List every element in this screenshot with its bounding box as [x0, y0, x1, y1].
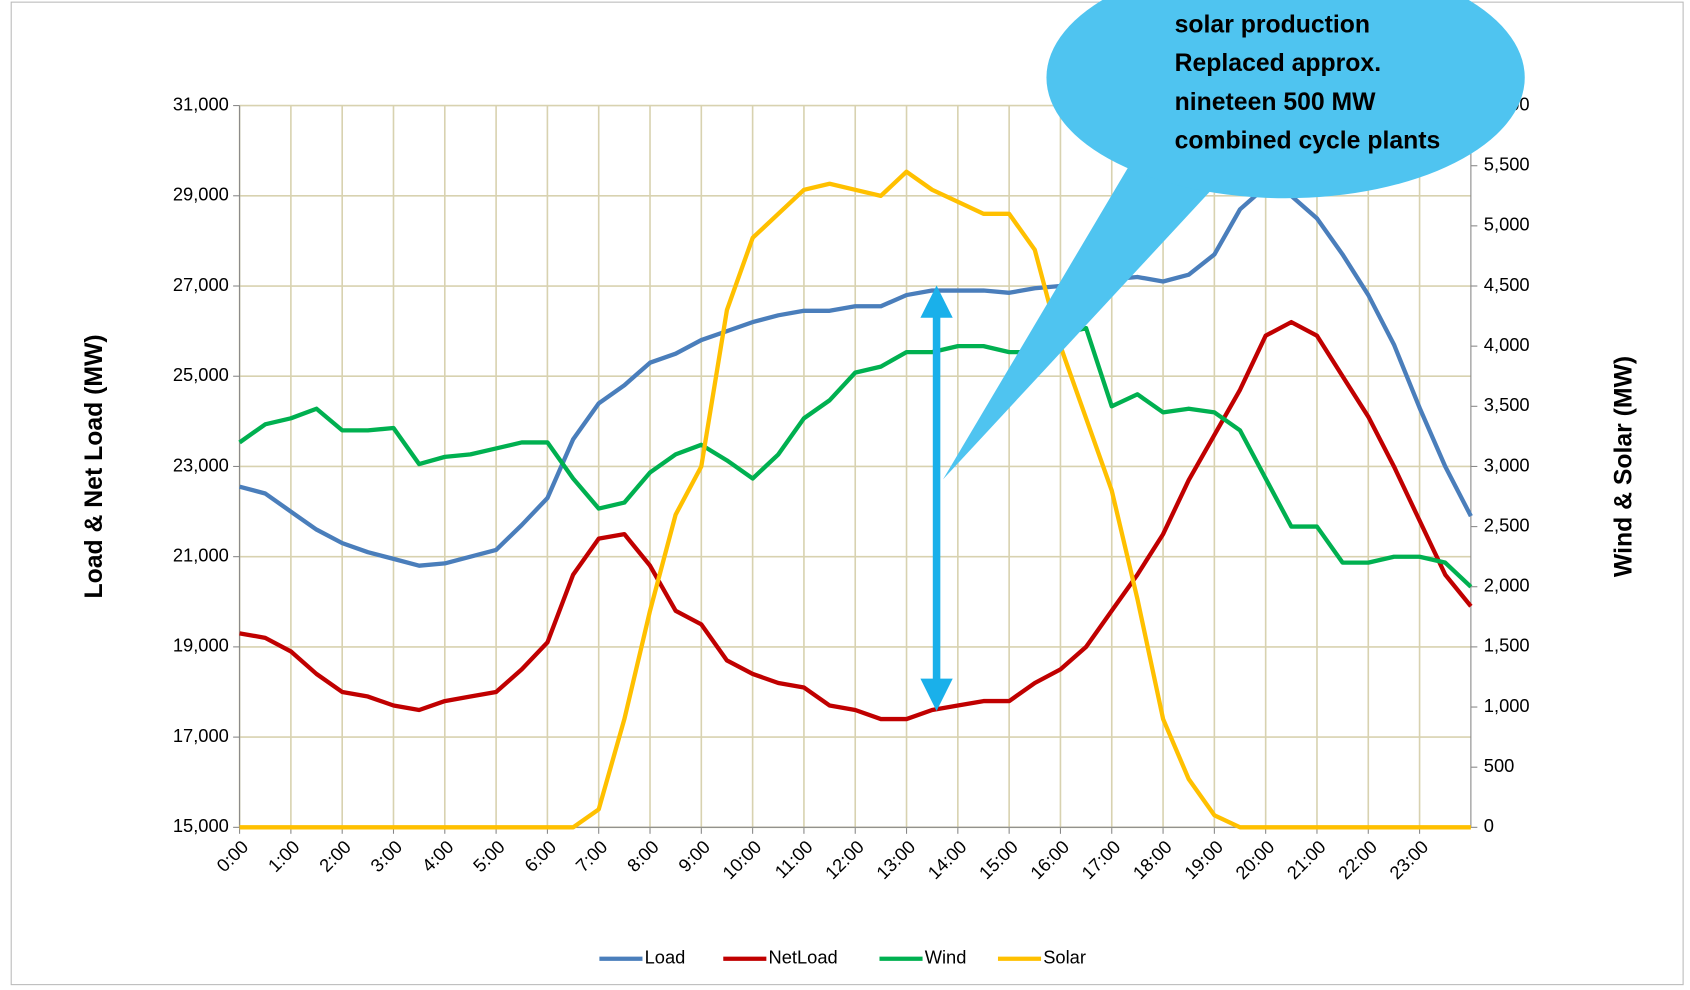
y2-tick-label: 5,000 [1484, 214, 1530, 235]
y2-axis-title: Wind & Solar (MW) [1610, 356, 1637, 577]
y2-tick-label: 500 [1484, 755, 1515, 776]
series-line [239, 319, 1473, 722]
y2-tick-label: 1,500 [1484, 635, 1530, 656]
y2-tick-label: 3,500 [1484, 394, 1530, 415]
y-axis-title: Load & Net Load (MW) [81, 334, 108, 598]
y2-tick-label: 0 [1484, 815, 1494, 836]
y2-tick-label: 2,000 [1484, 575, 1530, 596]
y-tick-label: 25,000 [173, 364, 229, 385]
y-tick-label: 19,000 [173, 635, 229, 656]
legend: Load NetLoad Wind Solar [599, 947, 1086, 968]
callout-text: solar production Replaced approx. nineteen… [1175, 11, 1441, 154]
legend-label: Wind [925, 947, 967, 968]
y2-tick-label: 4,500 [1484, 274, 1530, 295]
arrow-head [920, 678, 953, 711]
callout-line: Replaced approx. [1175, 50, 1381, 77]
y2-tick-label: 1,000 [1484, 695, 1530, 716]
double-arrow [920, 285, 953, 711]
callout-bubble [1046, 0, 1525, 199]
y-tick-label: 15,000 [173, 815, 229, 836]
y-tick-label: 27,000 [173, 274, 229, 295]
y-tick-label: 23,000 [173, 454, 229, 475]
y-tick-label: 21,000 [173, 545, 229, 566]
series-line [239, 169, 1471, 830]
y2-tick-label: 2,500 [1484, 514, 1530, 535]
callout: solar production Replaced approx. nineteen… [943, 0, 1525, 480]
callout-line: combined cycle plants [1175, 128, 1441, 155]
legend-label: Solar [1043, 947, 1086, 968]
y2-tick-label: 3,000 [1484, 454, 1530, 475]
arrow-head [920, 285, 953, 318]
y-tick-label: 31,000 [173, 93, 229, 114]
y-tick-label: 17,000 [173, 725, 229, 746]
y2-tick-label: 5,500 [1484, 154, 1530, 175]
y-tick-label: 29,000 [173, 184, 229, 205]
callout-line: solar production [1175, 11, 1370, 38]
callout-line: nineteen 500 MW [1175, 89, 1377, 116]
legend-label: Load [645, 947, 686, 968]
y2-tick-label: 4,000 [1484, 334, 1530, 355]
series-line [238, 325, 1473, 589]
legend-label: NetLoad [769, 947, 838, 968]
callout-tail [943, 161, 1218, 480]
